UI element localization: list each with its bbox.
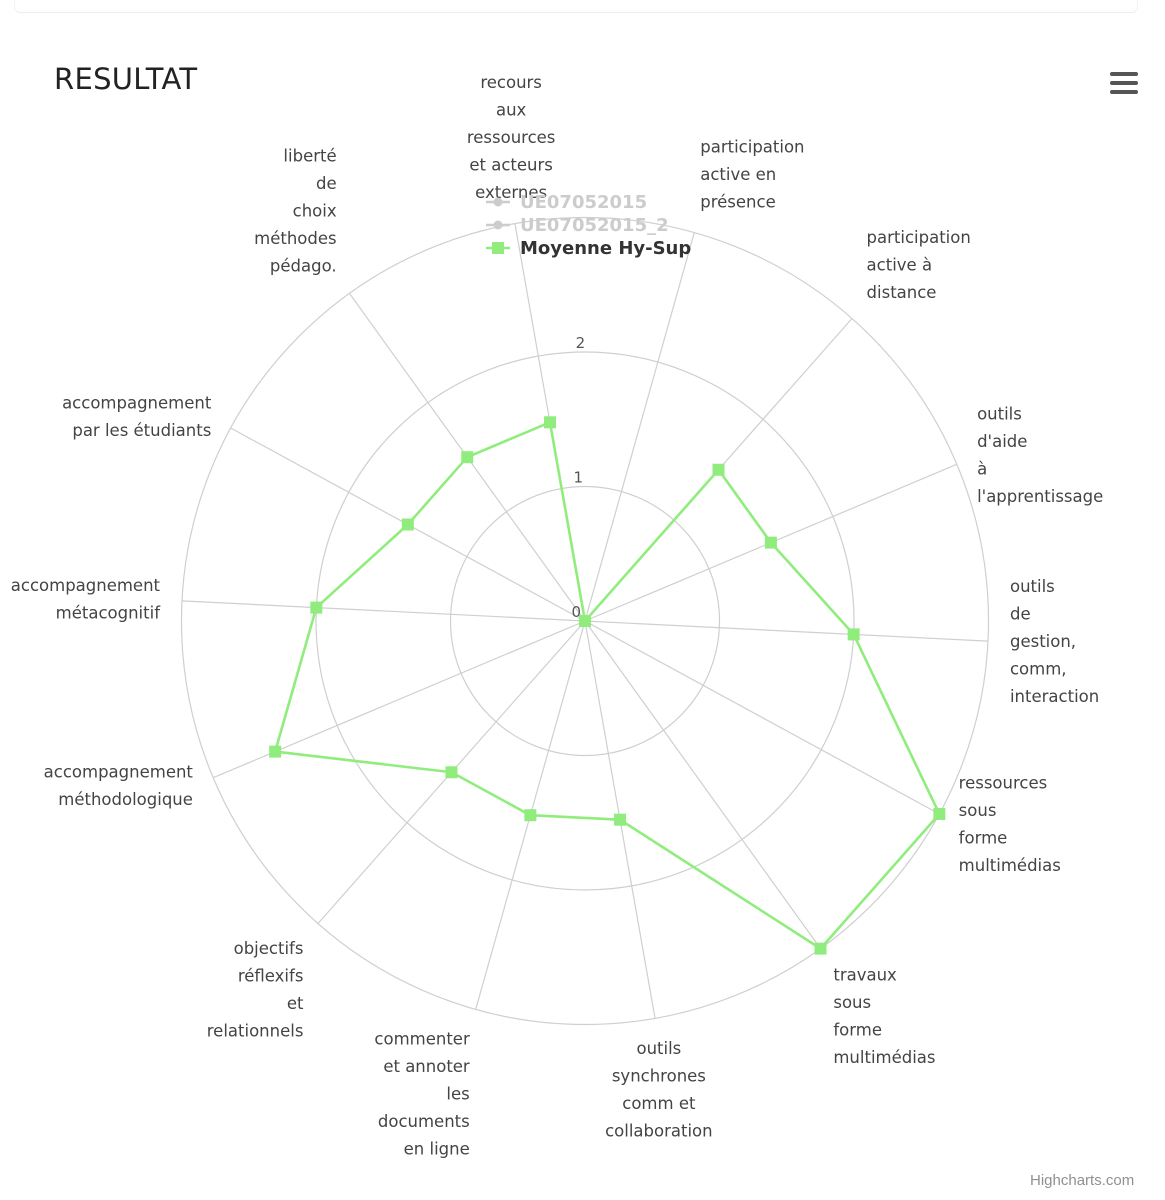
category-label: méthodologique <box>58 790 193 809</box>
data-point[interactable] <box>847 628 860 641</box>
category-label: participation <box>867 228 971 247</box>
category-label: par les étudiants <box>72 421 211 440</box>
category-label: active en <box>700 165 776 184</box>
category-label: accompagnement <box>44 763 194 782</box>
category-label: externes <box>475 183 547 202</box>
category-label: et annoter <box>383 1057 470 1076</box>
category-labels: recours aux ressources et acteurs externes pa… <box>11 73 1104 1159</box>
y-tick-label: 0 <box>571 603 581 621</box>
y-tick-label: 1 <box>574 469 584 487</box>
category-label: sous <box>833 993 871 1012</box>
category-label: en ligne <box>404 1140 470 1159</box>
legend-symbol-marker <box>493 197 503 207</box>
category-label: métacognitif <box>56 604 162 623</box>
category-label: présence <box>700 192 775 211</box>
category-label: active à <box>867 255 933 274</box>
grid-circle-2 <box>315 351 855 891</box>
category-label: accompagnement <box>11 576 161 595</box>
chart-title: RESULTAT <box>54 62 198 96</box>
category-label: méthodes <box>254 229 336 248</box>
category-label: forme <box>833 1020 882 1039</box>
category-label: recours <box>480 73 542 92</box>
data-point[interactable] <box>814 942 827 955</box>
data-point[interactable] <box>933 807 946 820</box>
legend-symbol-marker <box>493 220 503 230</box>
category-label: synchrones <box>612 1067 706 1086</box>
category-label: travaux <box>833 965 897 984</box>
grid-spoke <box>584 232 695 622</box>
data-point[interactable] <box>614 813 627 826</box>
legend-item-label[interactable]: Moyenne Hy-Sup <box>520 238 691 259</box>
category-label: accompagnement <box>62 394 212 413</box>
grid-spoke <box>584 620 940 815</box>
category-label: et acteurs <box>469 155 553 174</box>
category-label: collaboration <box>605 1122 713 1141</box>
hamburger-menu-icon[interactable] <box>1110 72 1138 94</box>
category-label: liberté <box>283 147 336 166</box>
grid-circle-3 <box>180 216 990 1026</box>
category-label: ressources <box>467 128 556 147</box>
category-label: sous <box>959 801 997 820</box>
data-point[interactable] <box>543 416 556 429</box>
top-card-edge <box>14 0 1138 13</box>
data-point[interactable] <box>401 518 414 531</box>
category-label: à <box>977 459 987 478</box>
category-label: l'apprentissage <box>977 487 1103 506</box>
grid-circle-1 <box>449 485 721 757</box>
data-point[interactable] <box>764 536 777 549</box>
data-point[interactable] <box>445 766 458 779</box>
category-label: distance <box>867 283 937 302</box>
category-label: forme <box>959 828 1008 847</box>
category-label: outils <box>977 404 1022 423</box>
category-label: outils <box>1010 577 1055 596</box>
category-label: aux <box>496 100 527 119</box>
category-label: les <box>446 1085 469 1104</box>
category-label: objectifs <box>234 939 304 958</box>
category-label: outils <box>636 1039 681 1058</box>
grid-spoke <box>212 620 586 779</box>
category-label: réflexifs <box>238 967 304 986</box>
category-label: pédago. <box>270 257 337 276</box>
y-tick-label: 2 <box>576 334 586 352</box>
category-label: de <box>316 174 337 193</box>
series-line <box>273 421 941 950</box>
category-label: ressources <box>959 773 1048 792</box>
category-label: interaction <box>1010 687 1099 706</box>
data-point[interactable] <box>269 745 282 758</box>
category-label: choix <box>293 202 337 221</box>
category-label: comm, <box>1010 660 1067 679</box>
data-point[interactable] <box>310 601 323 614</box>
credits-link[interactable]: Highcharts.com <box>1030 1172 1135 1189</box>
category-label: participation <box>700 137 804 156</box>
data-point[interactable] <box>579 615 591 627</box>
legend-symbol-marker <box>492 242 504 254</box>
chart-series <box>269 416 946 955</box>
category-label: gestion, <box>1010 632 1076 651</box>
grid-spoke <box>584 620 989 642</box>
category-label: multimédias <box>959 856 1061 875</box>
category-label: relationnels <box>207 1022 304 1041</box>
grid-spoke <box>584 620 822 949</box>
category-label: et <box>287 994 304 1013</box>
legend-item-label[interactable]: UE07052015 <box>520 192 647 213</box>
data-point[interactable] <box>712 463 725 476</box>
category-label: d'aide <box>977 432 1027 451</box>
category-label: documents <box>378 1112 470 1131</box>
category-label: de <box>1010 605 1031 624</box>
category-label: commenter <box>374 1030 470 1049</box>
category-label: comm et <box>622 1094 696 1113</box>
category-label: multimédias <box>833 1048 935 1067</box>
grid-spoke <box>181 600 586 622</box>
data-point[interactable] <box>461 451 474 464</box>
legend-item-label[interactable]: UE07052015_2 <box>520 215 669 236</box>
data-point[interactable] <box>524 809 537 822</box>
